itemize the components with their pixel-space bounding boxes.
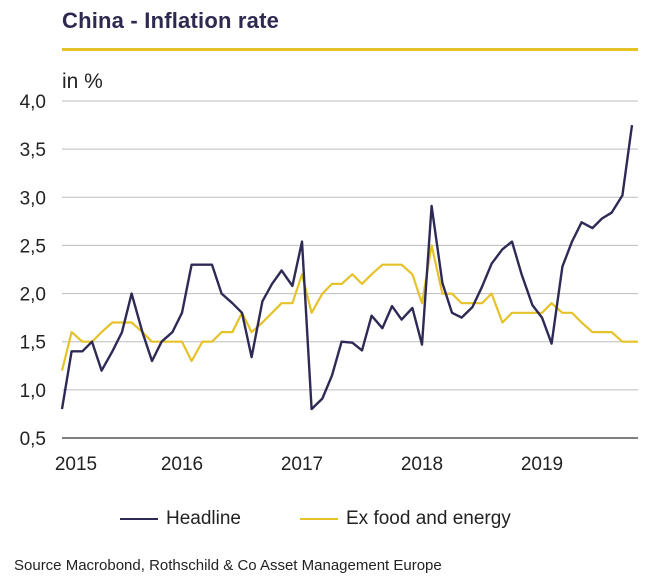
y-tick-label: 3,0 [20, 188, 46, 209]
chart-title: China - Inflation rate [62, 8, 280, 33]
y-tick-label: 0,5 [20, 429, 46, 450]
legend-item-headline: Headline [120, 508, 241, 530]
source-note: Source Macrobond, Rothschild & Co Asset … [14, 557, 442, 574]
x-tick-label: 2015 [55, 454, 97, 475]
x-tick-label: 2017 [281, 454, 323, 475]
y-tick-label: 3,5 [20, 140, 46, 161]
legend-item-ex-food-energy: Ex food and energy [300, 508, 511, 530]
y-tick-label: 1,5 [20, 333, 46, 354]
series-line-headline [60, 124, 634, 411]
title-underline [62, 48, 638, 51]
legend-label-ex-food-energy: Ex food and energy [346, 508, 511, 529]
y-tick-label: 2,0 [20, 285, 46, 306]
y-tick-label: 2,5 [20, 236, 46, 257]
gridlines [62, 100, 638, 439]
legend-swatch-ex-food-energy [300, 518, 338, 520]
x-tick-label: 2018 [401, 454, 443, 475]
y-tick-label: 4,0 [20, 92, 46, 113]
legend: Headline Ex food and energy [0, 508, 648, 534]
x-axis-ticks: 2015 2016 2017 2018 2019 [55, 454, 563, 475]
x-tick-label: 2016 [161, 454, 203, 475]
y-axis-unit-label: in % [62, 70, 103, 93]
y-tick-label: 1,0 [20, 381, 46, 402]
series-lines [60, 124, 638, 411]
series-line-ex-food-and-energy [60, 244, 638, 371]
legend-label-headline: Headline [166, 508, 241, 529]
y-axis-ticks: 0,5 1,0 1,5 2,0 2,5 3,0 3,5 4,0 [20, 92, 46, 450]
line-chart: 0,51,01,52,02,53,03,54,0 2015 2016 2017 201… [20, 92, 638, 475]
x-tick-label: 2019 [521, 454, 563, 475]
legend-swatch-headline [120, 518, 158, 520]
